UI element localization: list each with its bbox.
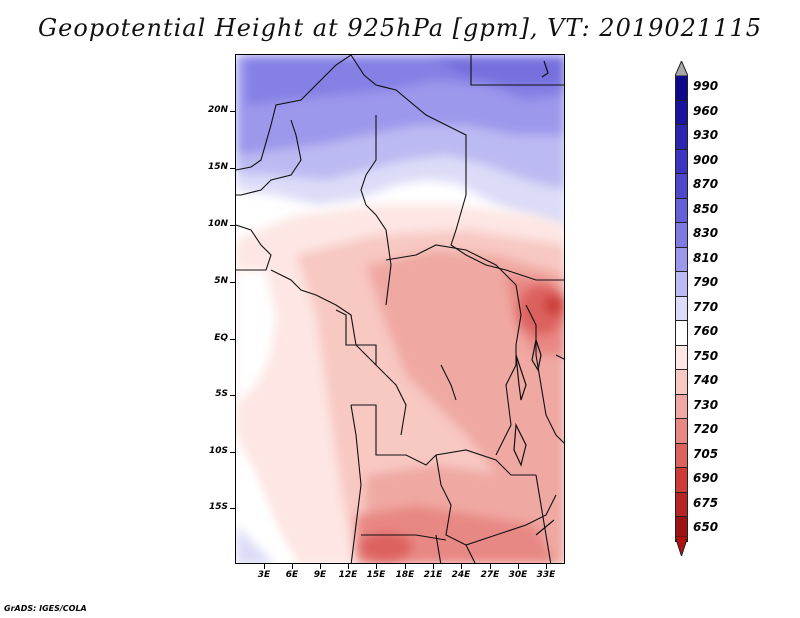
colorbar-swatch-900 xyxy=(675,149,688,174)
x-tick-6e xyxy=(292,564,293,569)
colorbar-swatch-750 xyxy=(675,345,688,370)
colorbar-label-870: 870 xyxy=(693,177,719,191)
x-label-3e: 3E xyxy=(257,570,271,580)
y-label-5s: 5S xyxy=(215,389,228,399)
x-tick-3e xyxy=(264,564,265,569)
colorbar-label-960: 960 xyxy=(693,103,719,118)
y-tick-eq xyxy=(230,339,235,340)
colorbar-label-650: 650 xyxy=(693,520,719,534)
colorbar-swatch-810 xyxy=(675,247,688,272)
x-label-21e: 21E xyxy=(423,570,443,580)
height-field-south xyxy=(236,205,564,563)
colorbar-swatch-790 xyxy=(675,272,688,297)
colorbar-swatch-870 xyxy=(675,174,688,199)
colorbar-label-720: 720 xyxy=(693,422,719,436)
y-label-10n: 10N xyxy=(207,219,228,229)
colorbar-bottom-arrow xyxy=(675,536,688,556)
lakes xyxy=(513,60,555,536)
colorbar-label-690: 690 xyxy=(693,471,719,485)
colorbar-top-arrow xyxy=(675,61,688,76)
colorbar-swatch-730 xyxy=(675,394,688,419)
colorbar-swatch-960 xyxy=(675,100,688,125)
colorbar-label-900: 900 xyxy=(693,152,719,167)
colorbar-label-730: 730 xyxy=(693,397,719,412)
x-label-18e: 18E xyxy=(395,570,415,580)
x-tick-24e xyxy=(461,564,462,569)
atlantic-field xyxy=(236,270,295,563)
colorbar-swatch-690 xyxy=(675,468,688,493)
y-label-15n: 15N xyxy=(207,162,228,172)
x-tick-9e xyxy=(320,564,321,569)
x-label-15e: 15E xyxy=(366,570,386,580)
colorbar-label-770: 770 xyxy=(693,299,719,314)
grads-credit: GrADS: IGES/COLA xyxy=(4,604,87,613)
y-tick-20n xyxy=(230,111,235,112)
y-tick-10n xyxy=(230,225,235,226)
colorbar-swatch-990 xyxy=(675,76,688,101)
x-label-30e: 30E xyxy=(508,570,528,580)
colorbar-label-990: 990 xyxy=(693,79,719,93)
colorbar-label-850: 850 xyxy=(693,201,719,216)
x-label-33e: 33E xyxy=(536,570,556,580)
x-tick-33e xyxy=(546,564,547,569)
colorbar-label-790: 790 xyxy=(693,275,719,289)
colorbar-swatch-850 xyxy=(675,198,688,223)
colorbar-label-760: 760 xyxy=(693,324,719,338)
colorbar-label-930: 930 xyxy=(693,128,719,142)
y-label-5n: 5N xyxy=(214,276,228,286)
x-tick-30e xyxy=(518,564,519,569)
colorbar-label-675: 675 xyxy=(693,495,719,510)
colorbar-label-810: 810 xyxy=(693,250,719,265)
colorbar-label-705: 705 xyxy=(693,446,719,461)
x-label-27e: 27E xyxy=(480,570,500,580)
colorbar-swatch-760 xyxy=(675,321,688,346)
height-extremes xyxy=(360,285,564,561)
x-label-12e: 12E xyxy=(338,570,358,580)
height-field-north xyxy=(236,55,564,230)
y-tick-15s xyxy=(230,508,235,509)
colorbar-label-740: 740 xyxy=(693,373,719,387)
chart-title: Geopotential Height at 925hPa [gpm], VT:… xyxy=(38,14,762,42)
colorbar-swatch-675 xyxy=(675,492,688,517)
country-borders xyxy=(236,55,564,563)
colorbar-swatch-740 xyxy=(675,370,688,395)
y-label-20n: 20N xyxy=(207,105,228,115)
y-tick-15n xyxy=(230,168,235,169)
y-label-10s: 10S xyxy=(208,446,228,456)
colorbar-label-830: 830 xyxy=(693,226,719,240)
colorbar-label-750: 750 xyxy=(693,348,719,363)
x-label-9e: 9E xyxy=(313,570,327,580)
y-label-15s: 15S xyxy=(208,502,228,512)
x-tick-18e xyxy=(405,564,406,569)
map-svg xyxy=(236,55,564,563)
colorbar-swatch-830 xyxy=(675,223,688,248)
x-label-24e: 24E xyxy=(451,570,471,580)
colorbar-swatch-930 xyxy=(675,125,688,150)
x-tick-12e xyxy=(348,564,349,569)
colorbar-swatch-770 xyxy=(675,296,688,321)
y-tick-5n xyxy=(230,282,235,283)
y-label-eq: EQ xyxy=(214,333,228,343)
y-tick-10s xyxy=(230,452,235,453)
x-tick-15e xyxy=(376,564,377,569)
x-tick-21e xyxy=(433,564,434,569)
colorbar-swatch-720 xyxy=(675,419,688,444)
x-label-6e: 6E xyxy=(285,570,299,580)
map-plot-area xyxy=(235,54,565,564)
x-tick-27e xyxy=(490,564,491,569)
colorbar-swatch-705 xyxy=(675,443,688,468)
y-tick-5s xyxy=(230,395,235,396)
